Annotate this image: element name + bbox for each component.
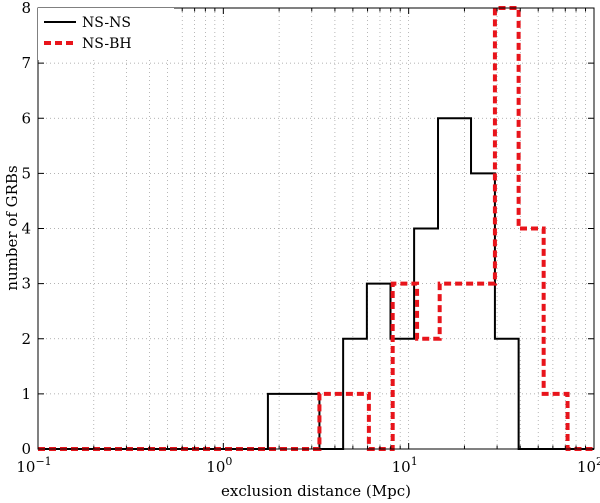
legend: NS-NS NS-BH [38, 8, 174, 60]
x-tick-label: 101 [392, 455, 418, 476]
y-tick-label: 6 [21, 109, 31, 127]
y-tick-label: 5 [21, 164, 31, 182]
legend-box [38, 8, 174, 60]
y-tick-label: 0 [21, 440, 31, 458]
bin-ns-ns [268, 394, 320, 449]
y-tick-label: 2 [21, 330, 31, 348]
y-tick-label: 8 [21, 0, 31, 17]
x-axis-label: exclusion distance (Mpc) [221, 482, 411, 500]
series-line-ns-bh [38, 6, 594, 451]
bin-ns-bh [440, 284, 495, 449]
bin-ns-bh [417, 339, 440, 449]
series-ns-bh [38, 6, 594, 451]
y-tick-label: 3 [21, 275, 31, 293]
x-tick-label: 102 [577, 455, 600, 476]
ticks: 0 1 2 3 4 5 6 7 8 10−1 100 101 102 [16, 0, 600, 476]
y-tick-label: 1 [21, 385, 31, 403]
legend-label-ns-ns: NS-NS [82, 15, 131, 31]
bin-ns-ns [367, 284, 391, 449]
x-tick-label: 10−1 [16, 455, 51, 476]
y-axis-label: number of GRBs [3, 165, 21, 290]
bin-ns-bh [319, 394, 368, 449]
y-tick-label: 4 [21, 220, 31, 238]
x-tick-label: 100 [206, 455, 232, 476]
bin-ns-bh [544, 394, 568, 449]
y-tick-label: 7 [21, 54, 31, 72]
grid [38, 8, 594, 449]
bin-ns-bh [519, 229, 544, 450]
series-group [38, 6, 594, 451]
legend-label-ns-bh: NS-BH [82, 36, 132, 52]
bin-ns-bh [393, 284, 417, 449]
bin-ns-bh [495, 8, 519, 449]
